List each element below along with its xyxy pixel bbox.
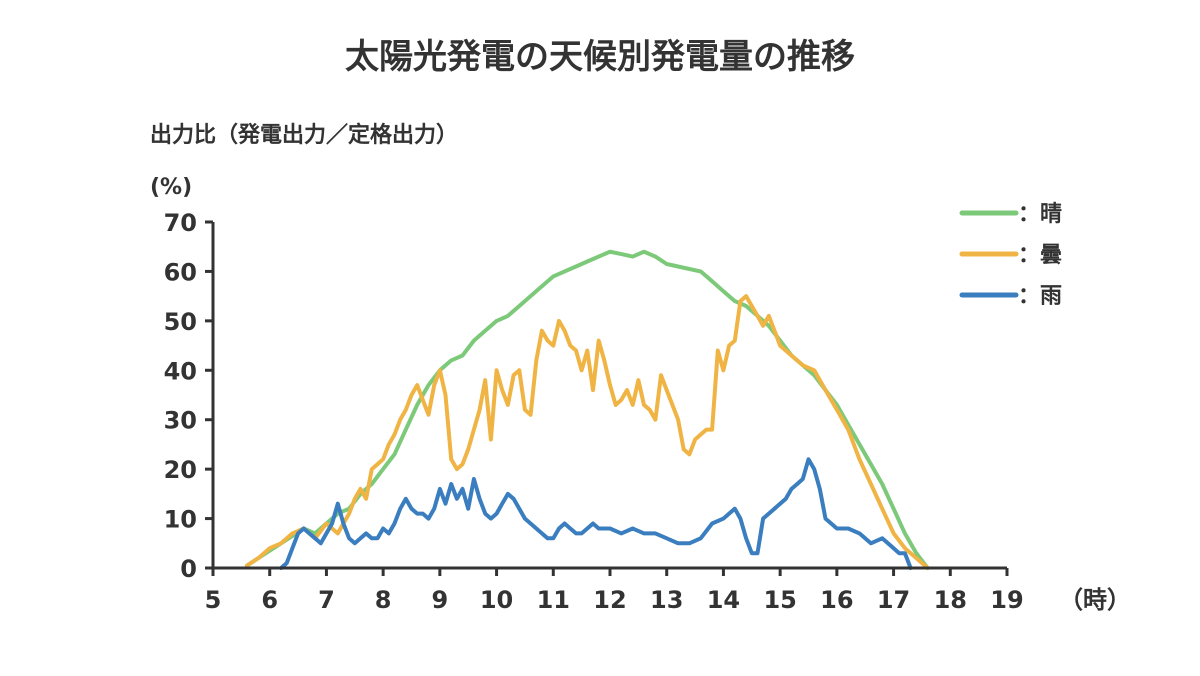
- x-tick-label: 15: [763, 586, 796, 614]
- series-line-1: [245, 294, 930, 570]
- x-tick-label: 10: [480, 586, 513, 614]
- x-tick-label: 5: [205, 586, 222, 614]
- x-tick-label: 6: [261, 586, 278, 614]
- plot-area: 0 10 20 30 40 50 60 70 5 6 7 8 9 10 11 12 13 14 15 16 17 18 19…: [164, 201, 1062, 614]
- chart-title: 太陽光発電の天候別発電量の推移: [345, 37, 855, 77]
- x-tick-label: 18: [934, 586, 967, 614]
- y-tick-label: 40: [164, 357, 197, 385]
- x-tick-label: 13: [650, 586, 683, 614]
- x-tick-label: 14: [707, 586, 740, 614]
- x-axis-unit: （時）: [1059, 586, 1131, 614]
- series-line-2: [279, 457, 913, 570]
- legend-label-2: ：雨: [1018, 284, 1062, 309]
- y-tick-label: 20: [164, 456, 197, 484]
- y-tick-label: 30: [164, 407, 197, 435]
- y-tick-label: 10: [164, 506, 197, 534]
- x-tick-label: 17: [877, 586, 910, 614]
- x-tick-label: 16: [820, 586, 853, 614]
- y-tick-label: 70: [164, 209, 197, 237]
- legend-label-0: ：晴: [1018, 201, 1062, 227]
- x-tick-label: 7: [318, 586, 335, 614]
- y-tick-label: 60: [164, 258, 197, 286]
- x-tick-label: 9: [432, 586, 449, 614]
- series-line-0: [245, 249, 930, 570]
- x-tick-label: 11: [537, 586, 570, 614]
- x-tick-label: 19: [990, 586, 1023, 614]
- legend-label-1: ：曇: [1018, 243, 1062, 268]
- y-axis-unit: (%): [150, 175, 192, 200]
- x-tick-label: 12: [593, 586, 626, 614]
- y-axis-label: 出力比（発電出力／定格出力）: [150, 122, 458, 148]
- x-tick-label: 8: [375, 586, 392, 614]
- y-tick-label: 50: [164, 308, 197, 336]
- y-tick-label: 0: [180, 555, 197, 583]
